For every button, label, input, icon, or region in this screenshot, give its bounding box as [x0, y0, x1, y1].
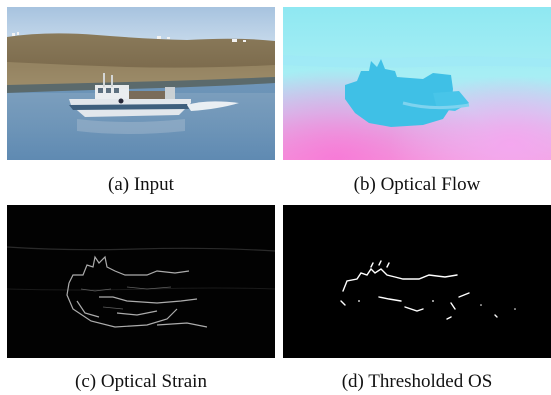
caption-os-abbrev: OS — [468, 371, 493, 392]
optical-strain-image — [7, 205, 275, 358]
caption-thresholded-os: (d) Thresholded OS — [283, 371, 551, 393]
caption-optical-strain: (c) Optical Strain — [75, 371, 207, 392]
thresholded-os-image — [283, 205, 551, 358]
input-photo — [7, 7, 275, 160]
caption-optical-flow: (b) Optical Flow — [353, 174, 481, 195]
optical-flow-image — [283, 7, 551, 160]
caption-thresholded-prefix: (d) Thresholded — [341, 371, 464, 392]
caption-input: (a) Input — [108, 174, 174, 195]
